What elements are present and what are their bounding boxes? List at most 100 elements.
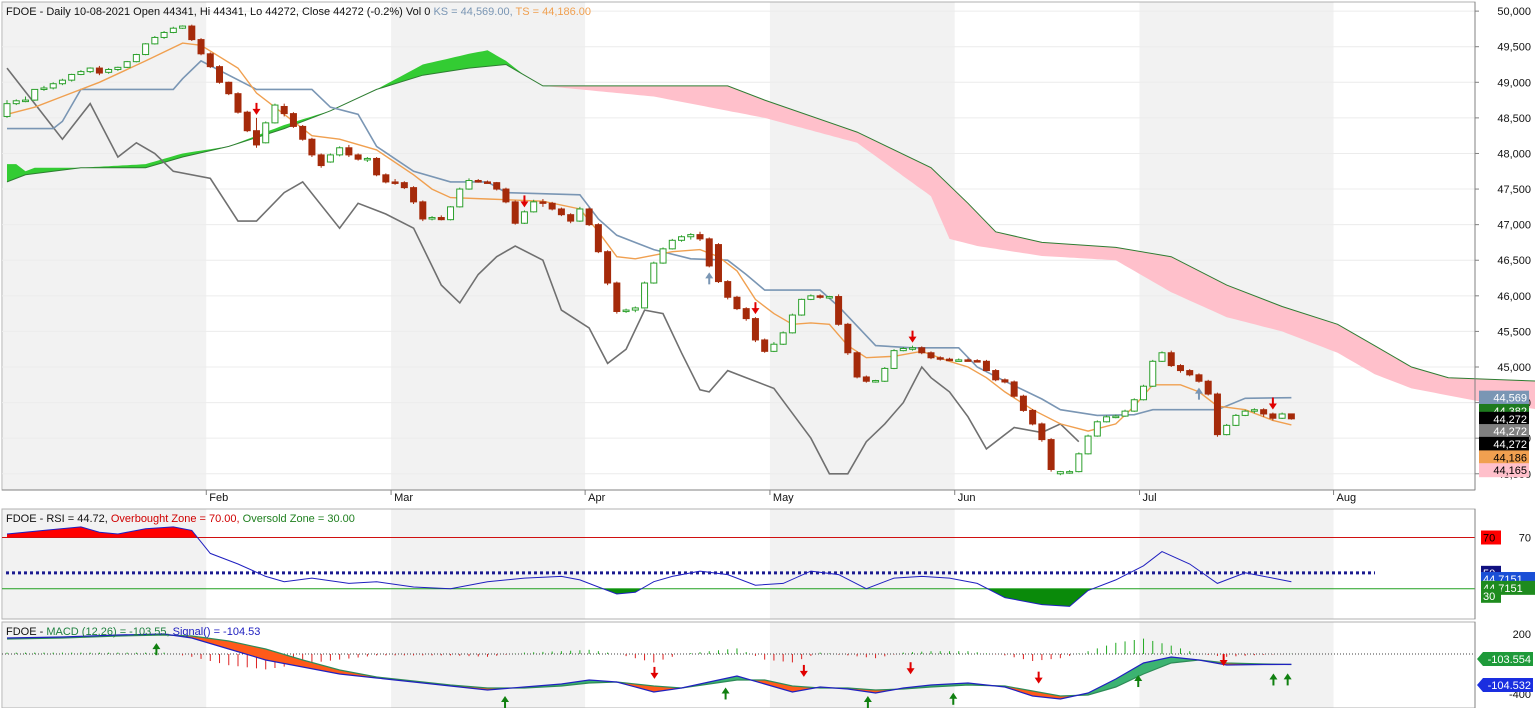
candle	[197, 38, 205, 56]
candle	[816, 294, 824, 299]
candle	[733, 295, 741, 311]
candle	[1213, 392, 1221, 437]
candle	[299, 125, 307, 141]
candle-body-bull	[114, 66, 122, 70]
candle-body-bear	[1047, 439, 1055, 470]
candle-body-bear	[982, 360, 990, 372]
candle	[493, 181, 501, 191]
candle-body-bear	[613, 282, 621, 312]
candle-body-bull	[105, 68, 113, 73]
candle-body-bull	[336, 147, 344, 156]
candle	[400, 181, 408, 190]
candle	[308, 137, 316, 158]
macd-buy-arrow-icon	[863, 696, 872, 708]
x-tick-label: May	[773, 492, 794, 504]
macd-header-text: FDOE -	[6, 626, 44, 638]
candle-body-bear	[742, 308, 750, 320]
candle	[1010, 380, 1018, 398]
candle-body-bear	[714, 244, 722, 283]
arrow-head	[1269, 673, 1278, 680]
candle	[678, 235, 686, 242]
macd-body: 200-400	[2, 622, 1531, 708]
rsi-below-mid-fill	[988, 588, 1093, 607]
candle	[1029, 408, 1037, 426]
candle	[798, 298, 806, 316]
candle-body-bear	[1269, 413, 1277, 419]
candle-body-bear	[234, 93, 242, 113]
value-tag-bg	[1479, 411, 1529, 426]
candle-body-bear	[705, 238, 713, 267]
candle	[1149, 359, 1157, 387]
value-tag-text: 44,272	[1493, 426, 1527, 438]
price-value-tag: 44,569	[1479, 390, 1529, 405]
candle-body-bear	[511, 201, 519, 224]
price-value-tag: 44,165	[1479, 463, 1529, 478]
x-tick-label: Mar	[394, 492, 413, 504]
candle-body-bear	[733, 296, 741, 310]
candle	[899, 347, 907, 352]
value-tag-bg	[1479, 390, 1529, 405]
candle-body-bull	[68, 73, 76, 81]
candle	[474, 179, 482, 183]
candle-body-bear	[724, 281, 732, 298]
candle-body-bull	[271, 104, 279, 124]
candle-body-bull	[1158, 352, 1166, 362]
macd-buy-arrow-icon	[1283, 673, 1292, 686]
arrow-head	[1034, 677, 1043, 684]
candle	[548, 201, 556, 211]
macd-panel: 200-400 -103.554 -104.532 FDOE - MACD (12…	[1, 621, 1533, 708]
candle-body-bear	[299, 125, 307, 140]
candle	[206, 52, 214, 69]
candle	[271, 103, 279, 124]
candle-body-bear	[95, 67, 103, 74]
rsi-value-tag: 70	[1481, 530, 1501, 545]
candle	[585, 207, 593, 227]
candle-body-bull	[1149, 360, 1157, 387]
candle-body-bull	[456, 188, 464, 208]
rsi-overbought-text: Overbought Zone = 70.00,	[111, 513, 240, 525]
candle	[511, 200, 519, 225]
candle-body-bull	[1232, 414, 1240, 426]
value-tag-text: -104.532	[1488, 680, 1531, 692]
arrow-head	[705, 272, 714, 279]
candle-body-bear	[289, 113, 297, 127]
arrow-head	[721, 687, 730, 694]
candle	[317, 153, 325, 168]
candle	[788, 313, 796, 334]
candle	[936, 356, 944, 361]
candle	[428, 216, 436, 221]
kumo-cloud	[6, 50, 1535, 409]
candle-body-bull	[631, 307, 639, 311]
candle-body-bull	[520, 211, 528, 224]
candle-body-bull	[825, 296, 833, 299]
candle	[188, 24, 196, 42]
candle	[502, 187, 510, 204]
price-tick-label: 47,500	[1497, 184, 1531, 196]
value-tag-text: 44,272	[1493, 414, 1527, 426]
candle-body-bear	[188, 25, 196, 41]
value-tag-bg	[1479, 463, 1529, 478]
candle	[410, 186, 418, 205]
signal-line	[6, 634, 1292, 697]
candle	[687, 233, 695, 240]
ts-value-text: TS = 44,186.00	[516, 6, 592, 18]
candle-body-bear	[835, 296, 843, 325]
candle	[447, 206, 455, 221]
value-tag-bg	[1479, 450, 1529, 465]
candle-body-bull	[1140, 385, 1148, 401]
candle-body-bear	[502, 188, 510, 203]
candle	[668, 238, 676, 250]
candle-body-bull	[955, 359, 963, 362]
candle	[225, 81, 233, 96]
tenkan-sen-line	[6, 42, 1292, 432]
candle	[705, 237, 713, 268]
candle-body-bear	[391, 181, 399, 184]
price-tick-label: 48,000	[1497, 148, 1531, 160]
candle	[1093, 420, 1101, 437]
candle	[142, 43, 150, 56]
candle	[1278, 412, 1286, 419]
candle-body-bear	[419, 201, 427, 220]
candle-body-bear	[1204, 380, 1212, 395]
arrow-head	[1268, 403, 1277, 410]
